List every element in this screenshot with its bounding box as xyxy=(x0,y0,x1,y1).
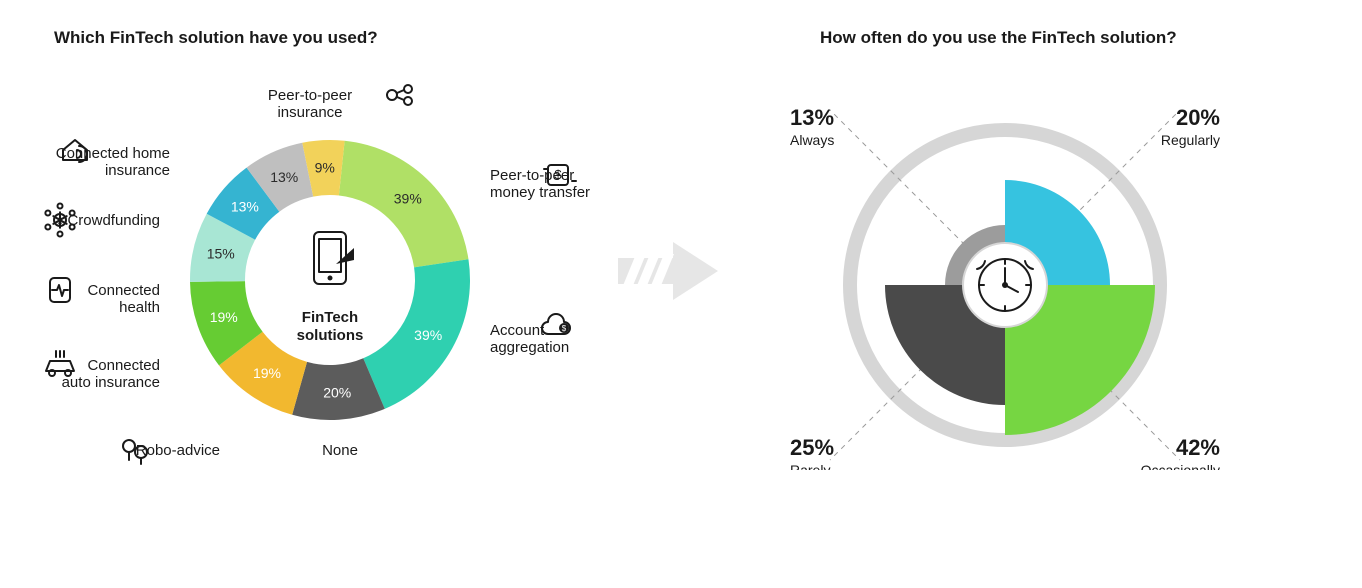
donut-pct: 19% xyxy=(210,309,238,325)
freq-name: Rarely xyxy=(790,462,830,470)
donut-label: Robo-advice xyxy=(136,442,220,459)
svg-text:$: $ xyxy=(554,167,562,182)
svg-text:$: $ xyxy=(562,324,567,333)
phone-icon xyxy=(314,232,354,284)
donut-pct: 39% xyxy=(394,191,422,207)
health-icon xyxy=(50,278,70,302)
freq-value: 42% xyxy=(1176,435,1220,460)
freq-value: 25% xyxy=(790,435,834,460)
donut-chart: 39%Peer-to-peermoney transfer$39%Account… xyxy=(0,70,680,470)
polar-chart: 13% Always 20% Regularly 42% Occasionally 25% R… xyxy=(680,70,1362,470)
donut-pct: 19% xyxy=(253,365,281,381)
donut-label: None xyxy=(322,442,358,459)
freq-value: 20% xyxy=(1176,105,1220,130)
donut-pct: 39% xyxy=(414,327,442,343)
donut-pct: 15% xyxy=(207,245,235,261)
donut-label: Connectedhealth xyxy=(87,282,160,316)
donut-pct: 13% xyxy=(270,169,298,185)
donut-label: Accountaggregation xyxy=(490,322,569,356)
cloud-icon: $ xyxy=(542,314,570,334)
right-chart-area: 13% Always 20% Regularly 42% Occasionally 25% R… xyxy=(680,70,1362,470)
p2p-icon xyxy=(387,85,412,105)
donut-pct: 20% xyxy=(323,384,351,400)
arrow-icon xyxy=(618,230,738,310)
donut-label: Peer-to-peermoney transfer xyxy=(490,167,590,201)
right-title: How often do you use the FinTech solutio… xyxy=(820,28,1177,48)
infographic-page: Which FinTech solution have you used? 39… xyxy=(0,0,1362,588)
donut-center-label: FinTechsolutions xyxy=(297,309,364,344)
freq-name: Occasionally xyxy=(1141,462,1220,470)
freq-value: 13% xyxy=(790,105,834,130)
donut-label: Connectedauto insurance xyxy=(62,357,160,391)
donut-label: Connected homeinsurance xyxy=(56,145,170,179)
left-title: Which FinTech solution have you used? xyxy=(54,28,378,48)
donut-pct: 9% xyxy=(315,160,335,176)
freq-name: Regularly xyxy=(1161,132,1220,148)
donut-label: Peer-to-peerinsurance xyxy=(268,87,352,121)
left-chart-area: 39%Peer-to-peermoney transfer$39%Account… xyxy=(0,70,680,470)
donut-pct: 13% xyxy=(231,198,259,214)
donut-label: Crowdfunding xyxy=(67,212,160,229)
car-icon xyxy=(46,351,74,376)
freq-name: Always xyxy=(790,132,834,148)
